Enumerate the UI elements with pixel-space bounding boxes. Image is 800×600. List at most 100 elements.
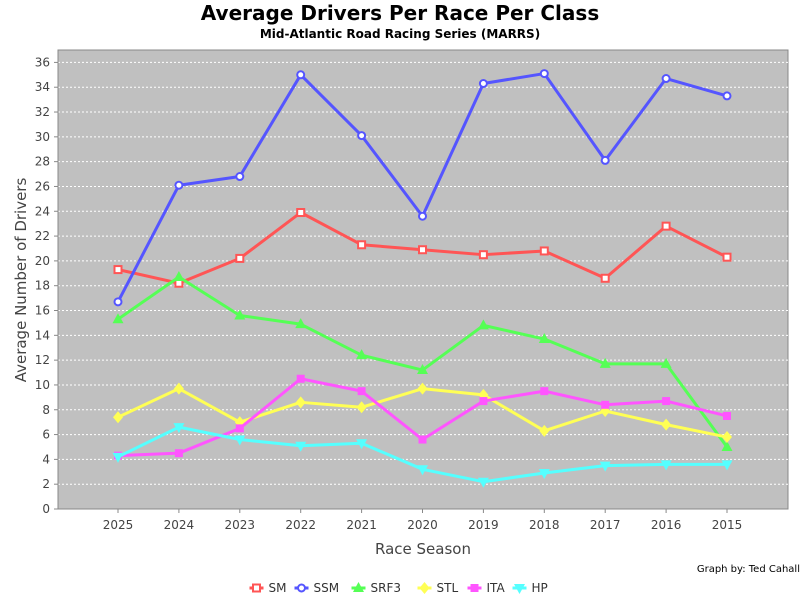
data-point-ita (357, 387, 366, 396)
x-tick-label: 2015 (712, 518, 743, 532)
data-point-hp (173, 423, 185, 434)
data-point-stl (173, 382, 184, 395)
data-point-sm (539, 246, 549, 256)
y-tick-label: 22 (35, 229, 50, 243)
legend-item-sm: SM (249, 581, 287, 595)
y-tick-label: 20 (35, 254, 50, 268)
y-tick-label: 18 (35, 279, 50, 293)
legend-label-hp: HP (532, 581, 548, 595)
x-tick-label: 2019 (468, 518, 499, 532)
data-point-ssm (600, 155, 610, 165)
series-ssm (113, 69, 732, 307)
data-point-ita (601, 400, 610, 409)
data-point-ssm (296, 70, 306, 80)
data-point-srf3 (417, 364, 428, 375)
legend-marker-stl (419, 582, 430, 594)
legend-label-srf3: SRF3 (371, 581, 402, 595)
data-point-ssm (174, 180, 184, 190)
data-point-sm (418, 245, 427, 255)
data-point-srf3 (295, 318, 307, 329)
data-point-ssm (539, 69, 549, 79)
data-point-hp (721, 460, 733, 471)
data-point-ssm (478, 78, 488, 88)
data-point-sm (600, 273, 610, 283)
data-point-ssm (722, 91, 732, 101)
legend: SM SSM SRF3 STL ITA HP (249, 581, 548, 595)
legend-label-ssm: SSM (314, 581, 340, 595)
chart-subtitle: Mid-Atlantic Road Racing Series (MARRS) (260, 27, 540, 41)
data-point-ita (296, 374, 305, 383)
legend-marker-hp (514, 584, 525, 594)
data-point-hp (477, 477, 489, 488)
legend-marker-ita (470, 584, 479, 592)
y-tick-label: 10 (35, 378, 50, 392)
x-tick-label: 2018 (529, 518, 560, 532)
data-point-stl (661, 418, 672, 431)
data-point-ita (418, 435, 427, 444)
data-point-hp (356, 439, 368, 450)
series-srf3 (112, 271, 733, 451)
data-point-srf3 (234, 309, 246, 320)
data-point-srf3 (477, 319, 489, 330)
x-tick-label: 2016 (651, 518, 682, 532)
series-sm (113, 208, 732, 288)
x-tick-label: 2022 (285, 518, 316, 532)
data-point-hp (599, 461, 611, 472)
data-point-sm (357, 240, 367, 250)
data-point-stl (113, 411, 123, 424)
x-tick-label: 2024 (164, 518, 195, 532)
data-point-hp (112, 452, 124, 463)
x-tick-label: 2023 (225, 518, 256, 532)
data-point-hp (295, 441, 307, 452)
data-point-stl (417, 382, 428, 395)
data-point-ssm (113, 297, 123, 307)
data-point-ita (662, 397, 671, 406)
data-point-sm (722, 252, 732, 262)
data-point-sm (478, 250, 488, 260)
data-point-srf3 (599, 357, 611, 368)
data-point-hp (660, 460, 672, 471)
data-point-srf3 (721, 440, 733, 451)
data-point-srf3 (538, 333, 550, 344)
series-layer (112, 69, 733, 488)
data-point-srf3 (173, 271, 185, 282)
data-point-ssm (357, 131, 367, 141)
data-point-srf3 (112, 313, 124, 324)
data-point-ita (235, 424, 244, 433)
y-tick-label: 34 (35, 80, 50, 94)
legend-item-srf3: SRF3 (351, 581, 402, 595)
legend-label-sm: SM (269, 581, 287, 595)
data-point-ita (174, 449, 183, 458)
legend-label-ita: ITA (487, 581, 506, 595)
y-tick-label: 32 (35, 105, 50, 119)
data-point-ssm (418, 211, 427, 221)
y-tick-label: 12 (35, 353, 50, 367)
series-hp (112, 423, 733, 488)
legend-item-ssm: SSM (294, 581, 340, 595)
data-point-stl (356, 401, 367, 414)
y-tick-label: 24 (35, 204, 50, 218)
data-point-srf3 (660, 357, 672, 368)
y-tick-label: 6 (42, 428, 50, 442)
legend-marker-ssm (297, 583, 306, 593)
y-tick-label: 14 (35, 328, 50, 342)
data-point-stl (295, 396, 306, 409)
data-point-sm (661, 221, 671, 231)
data-point-hp (234, 435, 246, 446)
data-point-ita (540, 387, 549, 396)
y-tick-label: 28 (35, 155, 50, 169)
legend-item-stl: STL (417, 581, 458, 595)
data-point-stl (539, 424, 550, 437)
legend-item-ita: ITA (467, 581, 506, 595)
y-axis-label: Average Number of Drivers (12, 178, 30, 383)
chart-credit: Graph by: Ted Cahall (697, 564, 800, 575)
data-point-hp (417, 465, 428, 476)
x-tick-label: 2020 (407, 518, 438, 532)
y-tick-label: 8 (42, 403, 50, 417)
data-point-stl (722, 431, 732, 444)
x-tick-label: 2017 (590, 518, 621, 532)
legend-item-hp: HP (512, 581, 548, 595)
chart-title: Average Drivers Per Race Per Class (201, 1, 599, 25)
